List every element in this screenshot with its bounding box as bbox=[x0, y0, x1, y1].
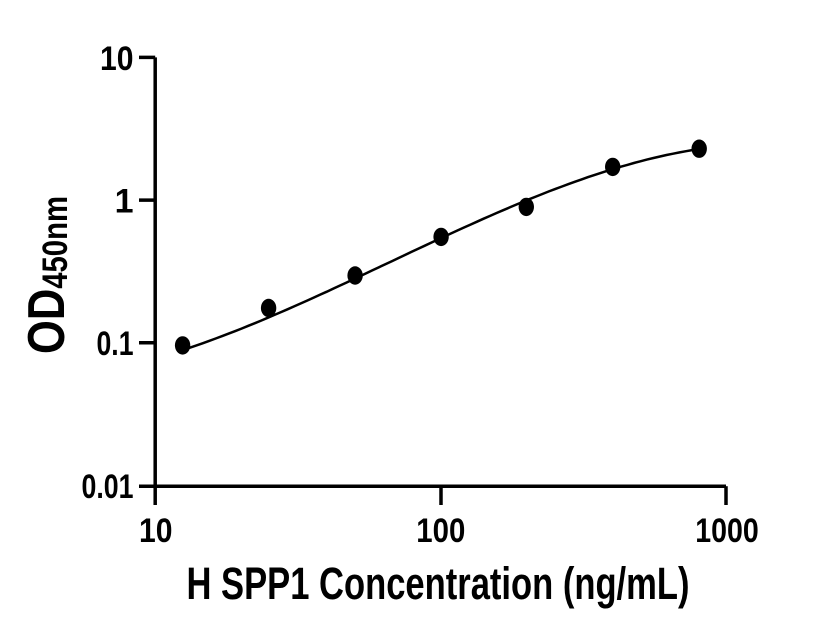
svg-text:OD450nm: OD450nm bbox=[18, 196, 76, 354]
svg-text:1: 1 bbox=[115, 183, 134, 221]
svg-text:0.01: 0.01 bbox=[82, 468, 134, 506]
svg-text:10: 10 bbox=[100, 40, 134, 78]
svg-text:H SPP1 Concentration (ng/mL): H SPP1 Concentration (ng/mL) bbox=[187, 558, 690, 609]
svg-text:100: 100 bbox=[416, 512, 465, 550]
svg-text:0.1: 0.1 bbox=[97, 325, 134, 363]
svg-text:1000: 1000 bbox=[695, 512, 759, 550]
svg-text:10: 10 bbox=[139, 512, 173, 550]
